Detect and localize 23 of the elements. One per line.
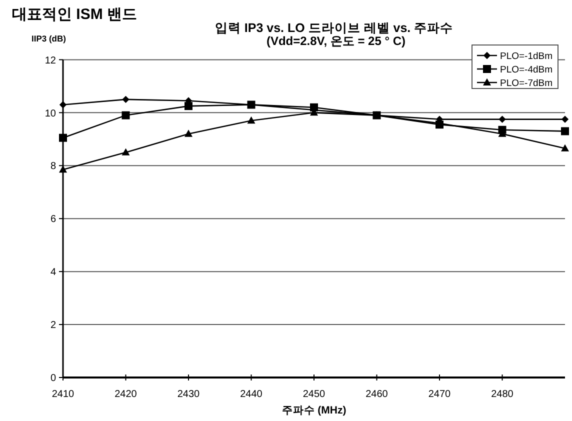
y-tick-label: 6	[50, 214, 56, 226]
y-tick-label: 4	[50, 267, 56, 278]
x-tick-label: 2420	[114, 389, 138, 400]
y-tick-label: 12	[44, 55, 56, 66]
legend-label: PLO=-7dBm	[500, 78, 553, 89]
x-tick-label: 2460	[366, 389, 388, 400]
y-tick-label: 2	[50, 320, 56, 332]
x-tick-label: 2470	[428, 389, 452, 400]
y-tick-label: 8	[50, 161, 56, 172]
x-tick-label: 2450	[302, 389, 326, 400]
x-tick-label: 2440	[240, 389, 263, 400]
text: 대표적인 ISM 밴드	[12, 6, 138, 23]
legend-label: PLO=-4dBm	[500, 64, 553, 76]
legend-label: PLO=-1dBm	[500, 50, 553, 62]
x-tick-label: 2480	[491, 389, 514, 400]
x-tick-label: 2410	[52, 389, 75, 400]
y-tick-label: 0	[50, 373, 56, 384]
chart-title: 입력 IP3 vs. LO 드라이브 레벨 vs. 주파수	[214, 21, 454, 35]
x-axis-title: 주파수 (MHz)	[282, 404, 346, 416]
chart-subtitle: (Vdd=2.8V, 온도 = 25 ° C)	[266, 34, 406, 48]
y-tick-label: 10	[44, 108, 56, 120]
y-axis-title: IIP3 (dB)	[32, 34, 66, 44]
x-tick-label: 2430	[177, 389, 200, 400]
